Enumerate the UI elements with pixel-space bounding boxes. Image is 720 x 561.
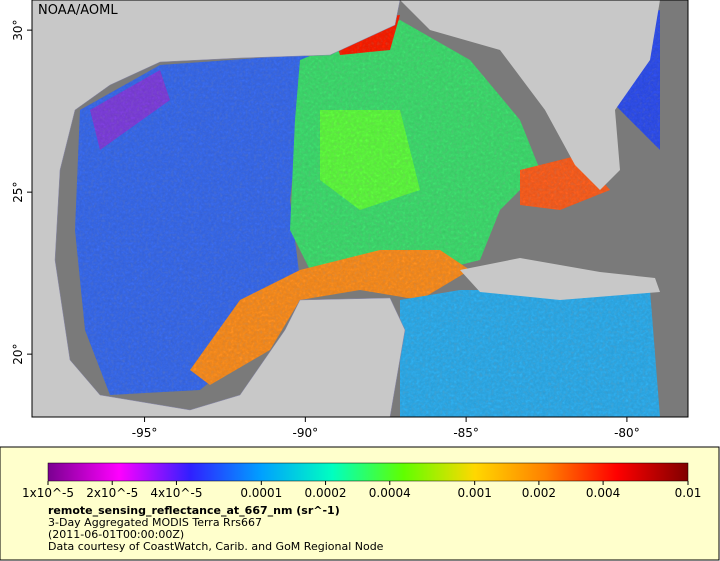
colorbar-tick-label: 0.0002 — [305, 486, 347, 500]
y-tick-label: 20° — [11, 344, 25, 365]
caption-line: Data courtesy of CoastWatch, Carib. and … — [48, 540, 384, 553]
colorbar-tick-label: 0.01 — [675, 486, 702, 500]
colorbar-tick-label: 0.001 — [457, 486, 491, 500]
colorbar-tick-label: 0.004 — [586, 486, 620, 500]
y-tick-label: 25° — [11, 181, 25, 202]
colorbar-tick-label: 0.0004 — [369, 486, 411, 500]
colorbar-tick-label: 0.0001 — [240, 486, 282, 500]
x-tick-label: -95° — [132, 426, 158, 440]
x-tick-label: -85° — [453, 426, 479, 440]
y-tick-label: 30° — [11, 19, 25, 40]
colorbar-tick-label: 1x10^-5 — [22, 486, 74, 500]
caption-title: remote_sensing_reflectance_at_667_nm (sr… — [48, 504, 340, 517]
colorbar — [47, 462, 689, 482]
colorbar-tick-label: 2x10^-5 — [86, 486, 138, 500]
caption-line: 3-Day Aggregated MODIS Terra Rrs667 — [48, 516, 262, 529]
colorbar-tick-label: 4x10^-5 — [150, 486, 202, 500]
attribution: NOAA/AOML — [38, 3, 118, 18]
caption-line: (2011-06-01T00:00:00Z) — [48, 528, 185, 541]
map — [32, 0, 688, 417]
x-tick-label: -90° — [293, 426, 319, 440]
x-tick-label: -80° — [614, 426, 640, 440]
colorbar-tick-label: 0.002 — [522, 486, 556, 500]
